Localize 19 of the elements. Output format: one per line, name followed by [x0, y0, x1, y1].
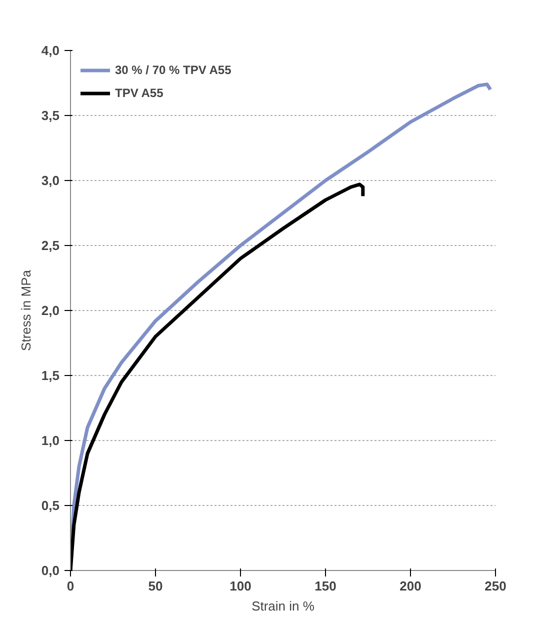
y-axis-title: Stress in MPa: [18, 269, 34, 351]
y-tick-label: 0,5: [41, 498, 60, 513]
x-tick-label: 150: [314, 578, 336, 594]
x-axis-title: Strain in %: [252, 598, 315, 614]
x-tick-label: 50: [148, 578, 163, 594]
y-tick-label: 3,0: [41, 173, 60, 188]
legend-label: TPV A55: [115, 86, 164, 100]
x-tick-label: 0: [66, 578, 74, 594]
y-tick-label: 1,0: [41, 433, 60, 448]
legend-label: 30 % / 70 % TPV A55: [115, 63, 232, 77]
x-tick-label: 100: [230, 578, 252, 594]
y-tick-label: 3,5: [41, 108, 60, 123]
x-tick-label: 200: [400, 578, 422, 594]
y-tick-label: 0,0: [41, 563, 60, 578]
y-tick-label: 2,5: [41, 238, 60, 253]
y-tick-label: 2,0: [41, 303, 60, 318]
x-tick-label: 250: [484, 578, 506, 594]
y-tick-label: 4,0: [41, 43, 60, 58]
y-tick-label: 1,5: [41, 368, 60, 383]
